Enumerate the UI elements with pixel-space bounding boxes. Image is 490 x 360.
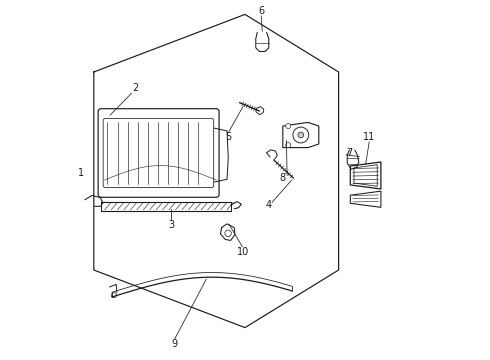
Text: 11: 11 <box>363 132 375 142</box>
Text: 7: 7 <box>346 148 352 158</box>
Polygon shape <box>350 162 381 189</box>
Polygon shape <box>350 191 381 207</box>
FancyBboxPatch shape <box>98 109 219 197</box>
FancyBboxPatch shape <box>103 118 214 188</box>
Circle shape <box>225 230 231 237</box>
Text: 10: 10 <box>237 247 249 257</box>
Text: 2: 2 <box>132 83 138 93</box>
Circle shape <box>293 127 309 143</box>
Text: 3: 3 <box>168 220 174 230</box>
Polygon shape <box>256 107 264 114</box>
Circle shape <box>298 132 304 138</box>
Text: 5: 5 <box>226 132 232 142</box>
Text: 4: 4 <box>266 200 271 210</box>
Polygon shape <box>283 122 319 148</box>
Circle shape <box>286 143 291 148</box>
Circle shape <box>286 123 291 129</box>
Text: 6: 6 <box>258 6 264 16</box>
Circle shape <box>111 293 117 298</box>
Text: 8: 8 <box>280 173 286 183</box>
Text: 1: 1 <box>78 168 84 178</box>
Text: 9: 9 <box>172 339 178 349</box>
